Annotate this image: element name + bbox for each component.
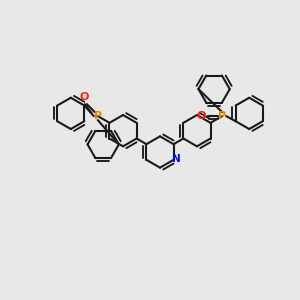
Text: P: P [218,111,226,121]
Text: O: O [196,111,206,121]
Text: P: P [94,111,102,121]
Text: N: N [172,154,181,164]
Text: O: O [79,92,88,102]
